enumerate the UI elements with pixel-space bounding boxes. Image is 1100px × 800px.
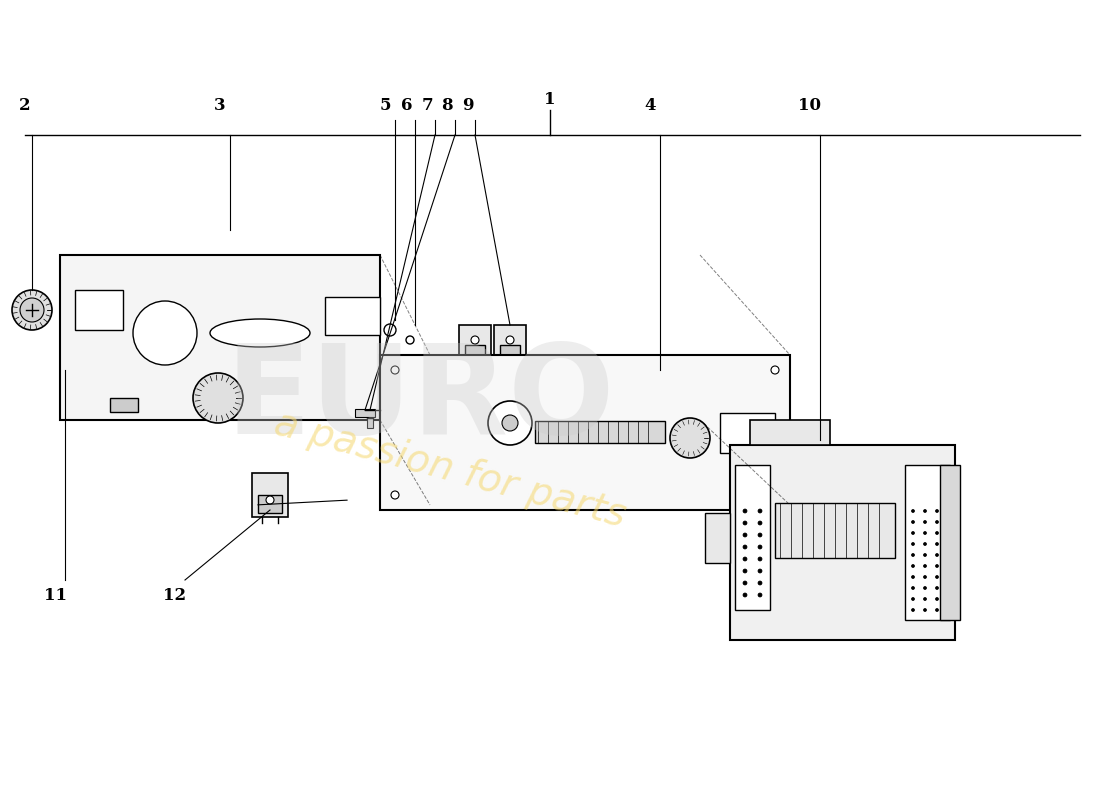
Text: 4: 4 — [645, 97, 656, 114]
Circle shape — [758, 581, 762, 585]
Circle shape — [502, 415, 518, 431]
Bar — [705, 513, 730, 563]
Bar — [730, 445, 955, 640]
Circle shape — [742, 569, 747, 573]
Bar — [720, 413, 775, 453]
Circle shape — [758, 557, 762, 561]
Ellipse shape — [210, 319, 310, 347]
Circle shape — [742, 545, 747, 549]
Circle shape — [935, 586, 938, 590]
Bar — [535, 421, 666, 443]
Circle shape — [771, 366, 779, 374]
Text: 10: 10 — [799, 97, 822, 114]
Circle shape — [912, 586, 914, 590]
Text: 9: 9 — [462, 97, 474, 114]
Circle shape — [924, 575, 926, 578]
Bar — [75, 290, 123, 330]
Circle shape — [771, 491, 779, 499]
Circle shape — [935, 542, 938, 546]
Bar — [324, 297, 380, 335]
Circle shape — [192, 373, 243, 423]
Circle shape — [384, 324, 396, 336]
Circle shape — [935, 531, 938, 534]
Circle shape — [12, 290, 52, 330]
Bar — [379, 355, 790, 510]
Circle shape — [406, 336, 414, 344]
Bar — [459, 325, 491, 365]
Text: EURO: EURO — [226, 339, 615, 461]
Circle shape — [935, 565, 938, 567]
Text: 1: 1 — [544, 91, 556, 109]
Circle shape — [924, 554, 926, 557]
Bar — [940, 465, 960, 620]
Bar — [776, 503, 895, 558]
Bar — [465, 345, 485, 360]
Circle shape — [912, 554, 914, 557]
Bar — [258, 495, 282, 513]
Circle shape — [390, 491, 399, 499]
Circle shape — [758, 521, 762, 525]
Circle shape — [924, 531, 926, 534]
Text: 12: 12 — [164, 586, 187, 603]
Circle shape — [742, 533, 747, 537]
Circle shape — [742, 557, 747, 561]
Circle shape — [471, 336, 478, 344]
Bar — [367, 412, 373, 428]
Circle shape — [266, 496, 274, 504]
Bar — [735, 465, 770, 610]
Circle shape — [935, 598, 938, 601]
Text: 6: 6 — [402, 97, 412, 114]
Circle shape — [758, 509, 762, 513]
Bar — [60, 255, 380, 420]
Bar — [500, 345, 520, 360]
Circle shape — [912, 598, 914, 601]
Circle shape — [742, 521, 747, 525]
Bar — [252, 473, 288, 517]
Circle shape — [935, 575, 938, 578]
Circle shape — [924, 609, 926, 611]
Bar — [355, 409, 375, 417]
Text: 5: 5 — [379, 97, 390, 114]
Circle shape — [935, 609, 938, 611]
Circle shape — [912, 542, 914, 546]
Circle shape — [935, 554, 938, 557]
Circle shape — [742, 581, 747, 585]
Circle shape — [912, 521, 914, 523]
Circle shape — [758, 593, 762, 597]
Bar — [905, 465, 950, 620]
Circle shape — [20, 298, 44, 322]
Circle shape — [924, 598, 926, 601]
Circle shape — [133, 301, 197, 365]
Circle shape — [506, 336, 514, 344]
Circle shape — [924, 521, 926, 523]
Circle shape — [935, 510, 938, 513]
Circle shape — [758, 533, 762, 537]
Text: 7: 7 — [421, 97, 432, 114]
Circle shape — [924, 586, 926, 590]
Text: 8: 8 — [441, 97, 453, 114]
Circle shape — [912, 510, 914, 513]
Circle shape — [758, 545, 762, 549]
Text: 3: 3 — [214, 97, 225, 114]
Circle shape — [742, 593, 747, 597]
Bar — [750, 420, 830, 445]
Text: 2: 2 — [19, 97, 31, 114]
Circle shape — [758, 569, 762, 573]
Circle shape — [912, 531, 914, 534]
Circle shape — [390, 366, 399, 374]
Circle shape — [912, 565, 914, 567]
Circle shape — [924, 510, 926, 513]
Circle shape — [912, 609, 914, 611]
Circle shape — [670, 418, 710, 458]
Circle shape — [742, 509, 747, 513]
Text: 11: 11 — [44, 586, 66, 603]
Bar — [494, 325, 526, 365]
Text: a passion for parts: a passion for parts — [270, 405, 630, 535]
Circle shape — [935, 521, 938, 523]
Circle shape — [924, 565, 926, 567]
Circle shape — [912, 575, 914, 578]
Bar — [110, 398, 138, 412]
Circle shape — [924, 542, 926, 546]
Circle shape — [488, 401, 532, 445]
